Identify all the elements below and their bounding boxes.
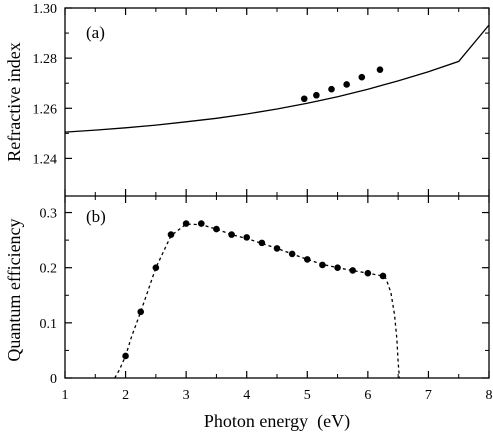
x-tick-label: 7 [425, 388, 432, 403]
panel-b-data-point [243, 234, 251, 241]
panel-b-data-point [319, 261, 326, 269]
x-tick-label: 5 [304, 388, 311, 403]
panel-b: (b) Quantum efficiency 0 0.1 0.2 0.3 [4, 196, 490, 387]
panel-b-data-point [258, 239, 266, 247]
x-tick-label: 4 [243, 388, 250, 403]
panel-b-y-axis-label: Quantum efficiency [4, 218, 24, 361]
panel-b-data-point [167, 231, 175, 238]
panel-a: (a) Refractive index 1.24 1.26 1.28 1.30 [4, 2, 490, 196]
panel-b-data-point [288, 250, 296, 258]
panel-a-curve-line [64, 24, 490, 133]
y-tick-label: 0 [50, 372, 57, 387]
panel-a-data-point [300, 95, 308, 103]
panel-a-data-point [313, 91, 320, 99]
x-tick-label: 3 [183, 388, 190, 403]
panel-b-data-point [228, 231, 235, 238]
y-tick-label: 0.3 [40, 207, 58, 222]
panel-a-data-points [300, 66, 384, 103]
panel-a-data-point [376, 66, 384, 73]
panel-b-data-point [122, 352, 129, 360]
panel-b-data-points [122, 220, 387, 360]
y-tick-label: 1.30 [33, 2, 58, 17]
panel-b-data-point [364, 269, 372, 277]
panel-b-label: (b) [86, 207, 106, 226]
x-axis-ticks: 1 2 3 4 5 6 7 8 [62, 388, 493, 403]
panel-b-data-point [182, 220, 190, 227]
y-tick-label: 1.24 [33, 152, 58, 167]
y-tick-label: 1.28 [33, 52, 58, 67]
y-tick-label: 0.2 [40, 262, 58, 277]
panel-a-fit-curve [64, 24, 490, 133]
panel-b-data-point [334, 264, 341, 271]
panel-a-data-point [343, 81, 350, 88]
panel-a-data-point [328, 85, 335, 93]
panel-b-data-point [213, 225, 220, 233]
panel-b-data-point [349, 267, 357, 274]
panel-b-data-point [197, 220, 205, 227]
panel-b-data-point [303, 256, 311, 263]
x-tick-label: 1 [62, 388, 69, 403]
panel-a-ticks: 1.24 1.26 1.28 1.30 [33, 2, 490, 196]
panel-a-y-axis-label: Refractive index [4, 42, 24, 161]
panel-b-ticks: 0 0.1 0.2 0.3 [40, 196, 490, 387]
panel-b-data-point [273, 245, 281, 252]
panel-b-fit-curve [114, 223, 401, 379]
panel-a-data-point [358, 73, 366, 81]
x-axis-label: Photon energy (eV) [204, 411, 350, 432]
panel-b-curve-line [114, 223, 401, 379]
panel-a-label: (a) [86, 23, 105, 42]
x-tick-label: 6 [364, 388, 371, 403]
panel-b-data-point [379, 272, 387, 280]
panel-b-data-point [152, 264, 160, 271]
panel-b-data-point [137, 308, 145, 316]
y-tick-label: 0.1 [40, 317, 58, 332]
x-tick-label: 2 [122, 388, 129, 403]
y-tick-label: 1.26 [33, 102, 58, 117]
x-tick-label: 8 [486, 388, 493, 403]
